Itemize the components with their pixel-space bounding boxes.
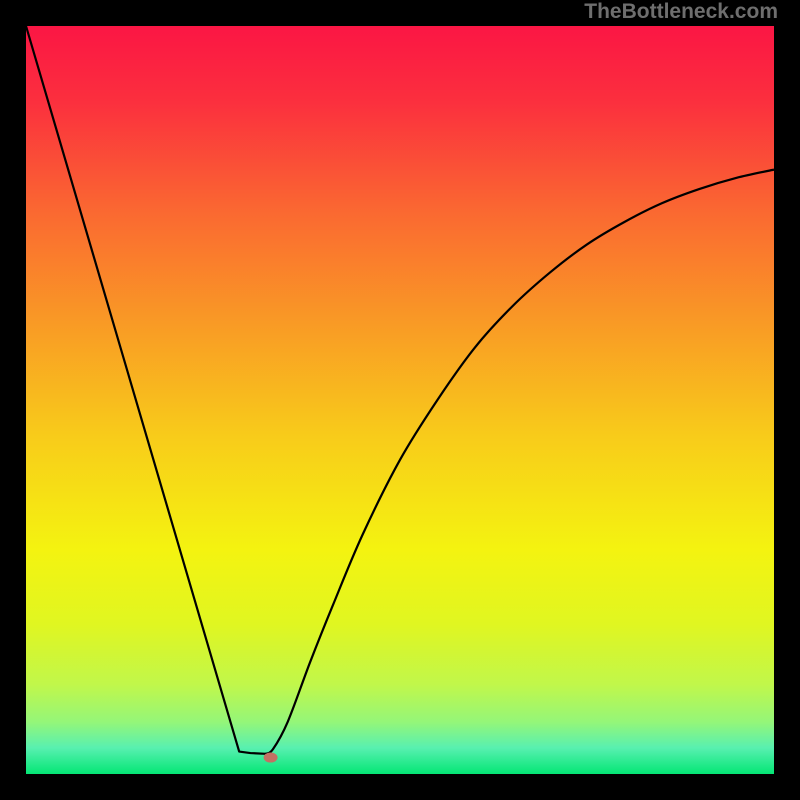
chart-container: TheBottleneck.com — [0, 0, 800, 800]
watermark-text: TheBottleneck.com — [584, 0, 778, 24]
bottleneck-chart — [0, 0, 800, 800]
minimum-marker — [264, 753, 278, 763]
chart-background — [26, 26, 774, 774]
